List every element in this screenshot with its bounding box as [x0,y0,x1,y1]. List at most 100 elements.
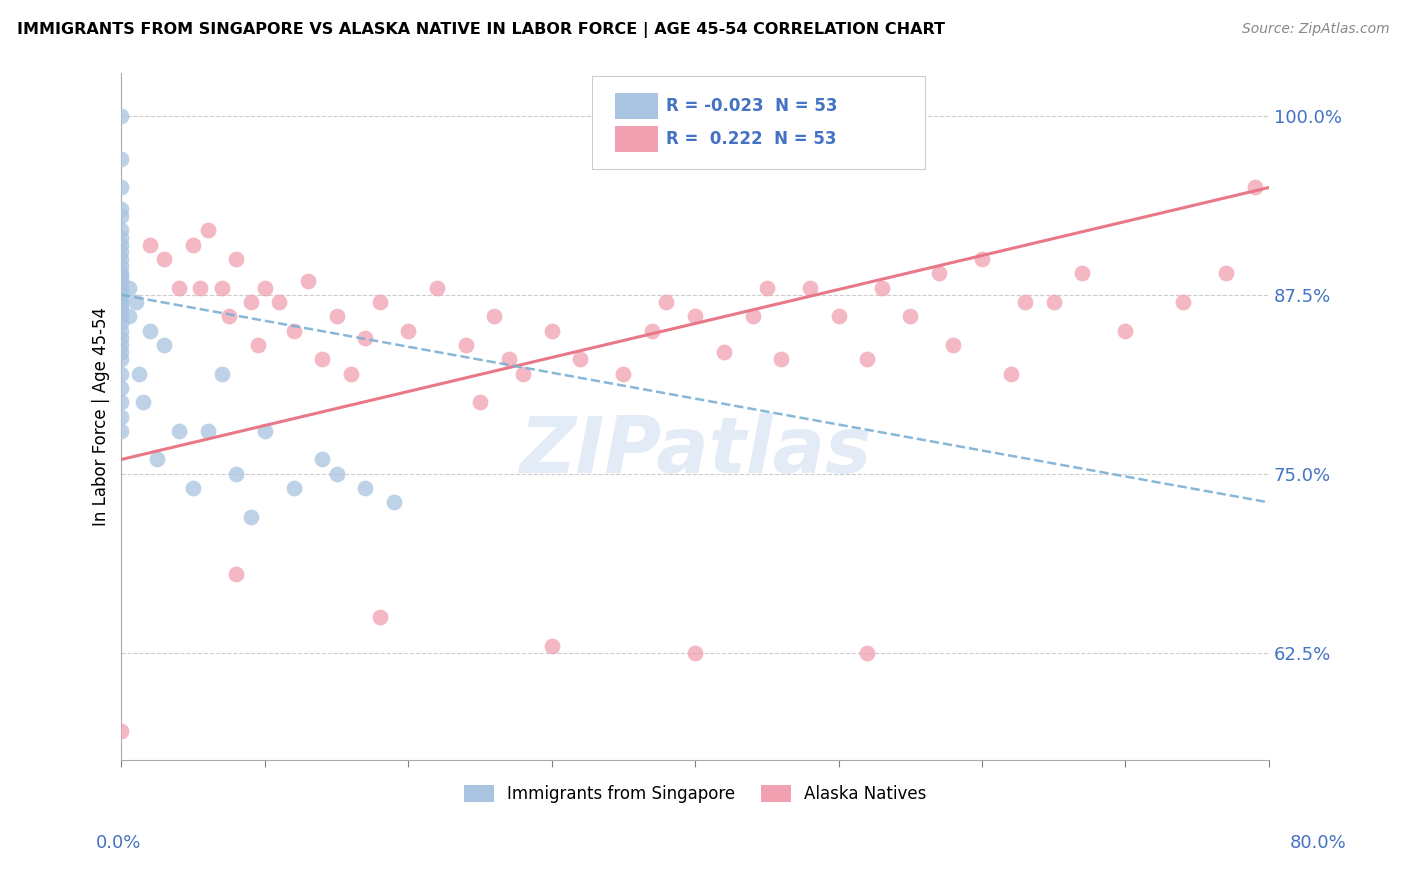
Point [167,281,190,295]
Point [110,310,132,324]
Text: R =  0.222  N = 53: R = 0.222 N = 53 [666,130,837,148]
Point [454,338,477,352]
Point [898,310,921,324]
Point [110,152,132,166]
Point [128,367,150,381]
Point [942,338,965,352]
Point [139,237,162,252]
Point [225,566,247,581]
Point [110,223,132,237]
Point [110,724,132,739]
Point [153,338,176,352]
Point [125,295,148,310]
Point [110,202,132,216]
Point [311,452,333,467]
Point [540,639,562,653]
Point [311,352,333,367]
Text: Source: ZipAtlas.com: Source: ZipAtlas.com [1241,22,1389,37]
Text: IMMIGRANTS FROM SINGAPORE VS ALASKA NATIVE IN LABOR FORCE | AGE 45-54 CORRELATIO: IMMIGRANTS FROM SINGAPORE VS ALASKA NATI… [17,22,945,38]
Text: 0.0%: 0.0% [96,834,141,852]
Point [239,295,262,310]
Point [110,395,132,409]
Point [110,295,132,310]
Point [110,345,132,359]
Point [146,452,169,467]
Point [225,467,247,481]
Point [188,281,211,295]
Point [110,252,132,266]
Point [211,281,233,295]
Point [211,367,233,381]
Point [713,345,735,359]
Point [426,281,449,295]
Point [110,367,132,381]
Point [340,367,363,381]
Point [1215,266,1237,280]
Point [283,481,305,495]
Point [139,324,162,338]
Point [683,646,706,660]
Point [368,610,391,624]
Point [110,259,132,273]
Point [1114,324,1136,338]
Point [1171,295,1194,310]
Legend: Immigrants from Singapore, Alaska Natives: Immigrants from Singapore, Alaska Native… [457,779,934,810]
Point [382,495,405,509]
Point [799,281,821,295]
Point [110,338,132,352]
Point [110,381,132,395]
FancyBboxPatch shape [592,77,925,169]
Point [110,298,132,312]
Point [218,310,240,324]
FancyBboxPatch shape [614,126,658,152]
Point [683,310,706,324]
Point [110,288,132,302]
Point [770,352,793,367]
Point [396,324,419,338]
Point [117,310,139,324]
Point [110,273,132,287]
Point [197,223,219,237]
Point [540,324,562,338]
Text: ZIPatlas: ZIPatlas [519,413,872,489]
Point [970,252,993,266]
Point [468,395,491,409]
Point [110,302,132,317]
Point [110,244,132,259]
Point [253,281,276,295]
Point [484,310,506,324]
Point [110,237,132,252]
Point [856,352,879,367]
Point [167,424,190,438]
Point [354,481,377,495]
Point [110,230,132,244]
Point [110,331,132,345]
Point [110,324,132,338]
Point [110,209,132,223]
Point [110,109,132,123]
Point [110,352,132,367]
Point [512,367,534,381]
Point [110,269,132,284]
Point [110,284,132,298]
Point [153,252,176,266]
Point [1042,295,1064,310]
Point [368,295,391,310]
Point [110,317,132,331]
Point [297,273,319,287]
Point [181,481,204,495]
Point [110,281,132,295]
Point [741,310,763,324]
Point [253,424,276,438]
Point [181,237,204,252]
Point [641,324,664,338]
Point [827,310,849,324]
Point [498,352,520,367]
Text: R = -0.023  N = 53: R = -0.023 N = 53 [666,97,838,115]
Text: 80.0%: 80.0% [1291,834,1347,852]
Point [856,646,879,660]
Point [1071,266,1094,280]
Point [612,367,634,381]
Point [197,424,219,438]
Point [110,266,132,280]
